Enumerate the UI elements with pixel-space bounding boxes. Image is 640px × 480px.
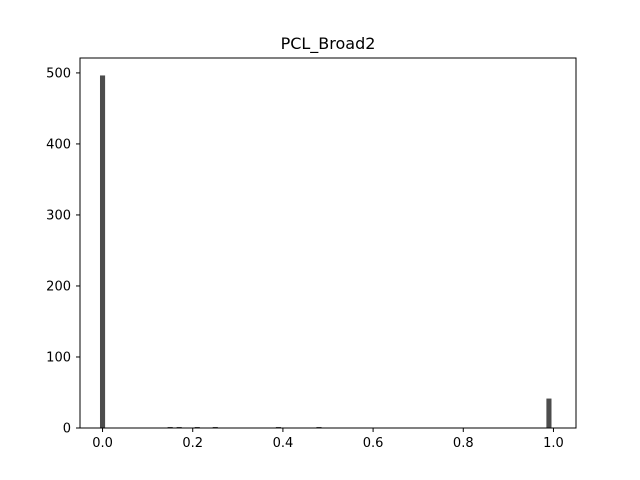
y-tick-label: 500: [46, 66, 71, 81]
y-tick-label: 200: [46, 279, 71, 294]
x-tick-label: 0.8: [453, 436, 474, 451]
x-tick-label: 0.6: [363, 436, 384, 451]
histogram-bar: [99, 75, 106, 429]
chart-title: PCL_Broad2: [281, 34, 376, 54]
x-tick-label: 0.4: [273, 436, 294, 451]
y-tick-label: 400: [46, 137, 71, 152]
y-tick-label: 300: [46, 208, 71, 223]
x-tick-label: 0.2: [182, 436, 203, 451]
x-tick-label: 0.0: [92, 436, 113, 451]
x-axis: 0.0 0.2 0.4 0.6 0.8 1.0: [92, 428, 564, 451]
y-axis: 0 100 200 300 400 500: [46, 66, 80, 437]
plot-frame: [79, 57, 577, 429]
x-tick-label: 1.0: [543, 436, 564, 451]
histogram-bar: [546, 398, 552, 429]
bars-group: [99, 75, 552, 429]
y-tick-label: 0: [63, 422, 71, 437]
y-tick-label: 100: [46, 350, 71, 365]
